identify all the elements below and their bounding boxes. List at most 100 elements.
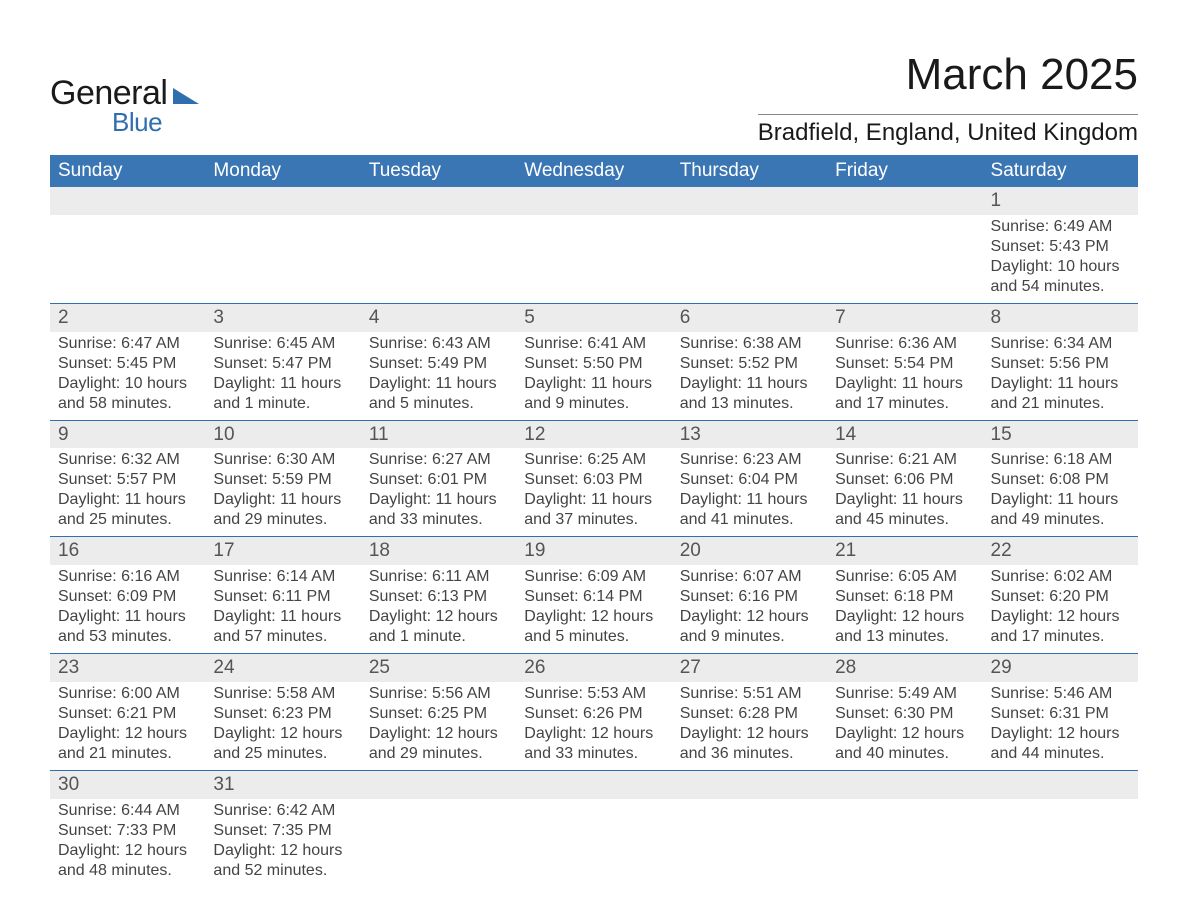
daylight-line: Daylight: 12 hours and 52 minutes.: [213, 841, 352, 881]
day-number-cell: 13: [672, 420, 827, 448]
day-detail-row: Sunrise: 6:00 AMSunset: 6:21 PMDaylight:…: [50, 682, 1138, 771]
day-number-row: 2345678: [50, 303, 1138, 331]
day-detail-cell: Sunrise: 6:14 AMSunset: 6:11 PMDaylight:…: [205, 565, 360, 654]
sunrise-line: Sunrise: 6:21 AM: [835, 450, 974, 470]
day-detail-cell: Sunrise: 6:44 AMSunset: 7:33 PMDaylight:…: [50, 799, 205, 887]
sunrise-line: Sunrise: 6:00 AM: [58, 684, 197, 704]
day-number-cell: 27: [672, 654, 827, 682]
sunrise-line: Sunrise: 6:02 AM: [991, 567, 1130, 587]
day-number-cell: 2: [50, 303, 205, 331]
day-detail-cell: Sunrise: 6:34 AMSunset: 5:56 PMDaylight:…: [983, 332, 1138, 421]
sunset-line: Sunset: 6:28 PM: [680, 704, 819, 724]
day-detail-cell: Sunrise: 6:05 AMSunset: 6:18 PMDaylight:…: [827, 565, 982, 654]
day-detail-cell: Sunrise: 6:49 AMSunset: 5:43 PMDaylight:…: [983, 215, 1138, 304]
day-detail-cell: [205, 215, 360, 304]
sunset-line: Sunset: 5:49 PM: [369, 354, 508, 374]
day-number-cell: 18: [361, 537, 516, 565]
daylight-line: Daylight: 11 hours and 49 minutes.: [991, 490, 1130, 530]
day-detail-cell: Sunrise: 6:47 AMSunset: 5:45 PMDaylight:…: [50, 332, 205, 421]
sunrise-line: Sunrise: 6:16 AM: [58, 567, 197, 587]
daylight-line: Daylight: 11 hours and 29 minutes.: [213, 490, 352, 530]
day-detail-cell: Sunrise: 6:02 AMSunset: 6:20 PMDaylight:…: [983, 565, 1138, 654]
daylight-line: Daylight: 11 hours and 57 minutes.: [213, 607, 352, 647]
day-detail-cell: Sunrise: 5:56 AMSunset: 6:25 PMDaylight:…: [361, 682, 516, 771]
sunrise-line: Sunrise: 6:23 AM: [680, 450, 819, 470]
sunrise-line: Sunrise: 6:27 AM: [369, 450, 508, 470]
day-number-cell: [516, 187, 671, 215]
sunrise-line: Sunrise: 6:49 AM: [991, 217, 1130, 237]
day-number-cell: 23: [50, 654, 205, 682]
calendar-table: SundayMondayTuesdayWednesdayThursdayFrid…: [50, 155, 1138, 887]
daylight-line: Daylight: 11 hours and 17 minutes.: [835, 374, 974, 414]
sunset-line: Sunset: 6:31 PM: [991, 704, 1130, 724]
sunrise-line: Sunrise: 5:56 AM: [369, 684, 508, 704]
day-number-cell: 14: [827, 420, 982, 448]
sunset-line: Sunset: 6:30 PM: [835, 704, 974, 724]
sunset-line: Sunset: 5:54 PM: [835, 354, 974, 374]
day-number-row: 3031: [50, 770, 1138, 798]
sunset-line: Sunset: 6:20 PM: [991, 587, 1130, 607]
weekday-header: Thursday: [672, 155, 827, 187]
sunrise-line: Sunrise: 6:14 AM: [213, 567, 352, 587]
day-detail-cell: Sunrise: 6:18 AMSunset: 6:08 PMDaylight:…: [983, 448, 1138, 537]
sunset-line: Sunset: 5:50 PM: [524, 354, 663, 374]
weekday-header: Saturday: [983, 155, 1138, 187]
day-number-cell: 7: [827, 303, 982, 331]
daylight-line: Daylight: 12 hours and 33 minutes.: [524, 724, 663, 764]
day-number-cell: 10: [205, 420, 360, 448]
weekday-header: Friday: [827, 155, 982, 187]
day-number-cell: [827, 187, 982, 215]
daylight-line: Daylight: 12 hours and 9 minutes.: [680, 607, 819, 647]
daylight-line: Daylight: 11 hours and 21 minutes.: [991, 374, 1130, 414]
sunrise-line: Sunrise: 5:58 AM: [213, 684, 352, 704]
sunset-line: Sunset: 6:08 PM: [991, 470, 1130, 490]
daylight-line: Daylight: 12 hours and 44 minutes.: [991, 724, 1130, 764]
sunset-line: Sunset: 5:59 PM: [213, 470, 352, 490]
day-detail-row: Sunrise: 6:47 AMSunset: 5:45 PMDaylight:…: [50, 332, 1138, 421]
title-block: March 2025 Bradfield, England, United Ki…: [758, 50, 1138, 147]
day-number-cell: 11: [361, 420, 516, 448]
day-detail-cell: Sunrise: 6:36 AMSunset: 5:54 PMDaylight:…: [827, 332, 982, 421]
sunset-line: Sunset: 6:16 PM: [680, 587, 819, 607]
day-number-cell: 16: [50, 537, 205, 565]
day-detail-cell: Sunrise: 6:23 AMSunset: 6:04 PMDaylight:…: [672, 448, 827, 537]
sunset-line: Sunset: 5:57 PM: [58, 470, 197, 490]
sunrise-line: Sunrise: 6:36 AM: [835, 334, 974, 354]
day-detail-cell: [827, 215, 982, 304]
day-detail-cell: Sunrise: 6:43 AMSunset: 5:49 PMDaylight:…: [361, 332, 516, 421]
day-number-cell: [827, 770, 982, 798]
sunrise-line: Sunrise: 6:18 AM: [991, 450, 1130, 470]
day-number-cell: 28: [827, 654, 982, 682]
day-detail-cell: Sunrise: 6:21 AMSunset: 6:06 PMDaylight:…: [827, 448, 982, 537]
weekday-header: Tuesday: [361, 155, 516, 187]
daylight-line: Daylight: 12 hours and 21 minutes.: [58, 724, 197, 764]
day-detail-cell: Sunrise: 6:16 AMSunset: 6:09 PMDaylight:…: [50, 565, 205, 654]
day-detail-cell: [672, 215, 827, 304]
day-detail-cell: [516, 799, 671, 887]
daylight-line: Daylight: 11 hours and 5 minutes.: [369, 374, 508, 414]
day-number-cell: 19: [516, 537, 671, 565]
day-number-cell: 3: [205, 303, 360, 331]
day-detail-row: Sunrise: 6:49 AMSunset: 5:43 PMDaylight:…: [50, 215, 1138, 304]
day-number-cell: 29: [983, 654, 1138, 682]
day-number-cell: 20: [672, 537, 827, 565]
day-number-row: 9101112131415: [50, 420, 1138, 448]
daylight-line: Daylight: 11 hours and 37 minutes.: [524, 490, 663, 530]
sunrise-line: Sunrise: 6:47 AM: [58, 334, 197, 354]
daylight-line: Daylight: 12 hours and 29 minutes.: [369, 724, 508, 764]
sunset-line: Sunset: 7:33 PM: [58, 821, 197, 841]
daylight-line: Daylight: 12 hours and 40 minutes.: [835, 724, 974, 764]
daylight-line: Daylight: 11 hours and 45 minutes.: [835, 490, 974, 530]
day-number-cell: 5: [516, 303, 671, 331]
brand-triangle-icon: [173, 82, 207, 109]
day-number-cell: 22: [983, 537, 1138, 565]
day-detail-cell: Sunrise: 6:41 AMSunset: 5:50 PMDaylight:…: [516, 332, 671, 421]
sunrise-line: Sunrise: 6:11 AM: [369, 567, 508, 587]
sunset-line: Sunset: 6:25 PM: [369, 704, 508, 724]
day-detail-cell: Sunrise: 6:45 AMSunset: 5:47 PMDaylight:…: [205, 332, 360, 421]
day-number-cell: 24: [205, 654, 360, 682]
day-detail-cell: [516, 215, 671, 304]
day-number-cell: 15: [983, 420, 1138, 448]
day-detail-cell: [827, 799, 982, 887]
day-detail-cell: Sunrise: 6:00 AMSunset: 6:21 PMDaylight:…: [50, 682, 205, 771]
